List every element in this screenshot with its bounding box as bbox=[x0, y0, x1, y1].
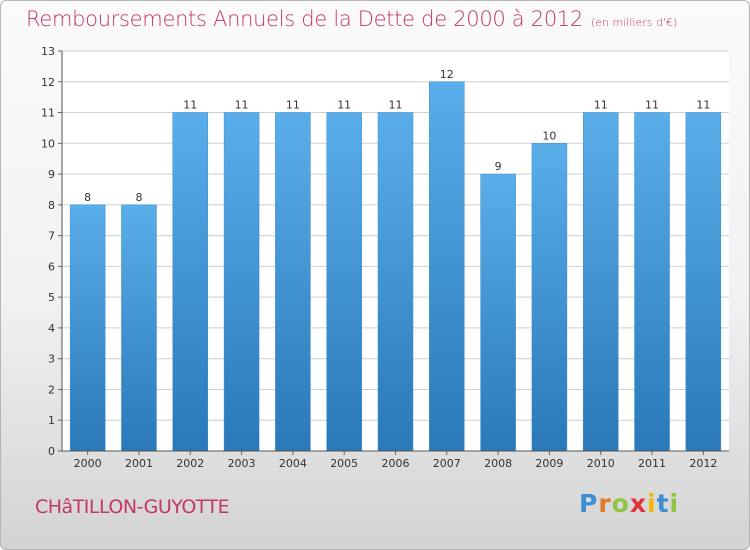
x-tick-label-2002: 2002 bbox=[176, 457, 204, 470]
y-tick-label: 6 bbox=[48, 260, 55, 273]
y-tick-label: 0 bbox=[48, 445, 55, 458]
chart-title-text: Remboursements Annuels de la Dette de 20… bbox=[26, 7, 583, 31]
bar-2000 bbox=[69, 204, 106, 452]
value-labels: 8 8 11 11 11 11 11 12 9 10 11 11 11 bbox=[84, 68, 710, 204]
bar-2011 bbox=[634, 112, 670, 452]
logo-letter: t bbox=[656, 489, 670, 518]
value-label-2010: 11 bbox=[594, 99, 608, 112]
value-label-2005: 11 bbox=[337, 99, 351, 112]
x-tick-label-2011: 2011 bbox=[638, 457, 666, 470]
y-tick-label: 12 bbox=[41, 76, 55, 89]
bar-2001 bbox=[121, 204, 157, 452]
y-tick-label: 3 bbox=[48, 353, 55, 366]
axes bbox=[58, 50, 729, 455]
bar-2005 bbox=[326, 112, 362, 452]
value-label-2008: 9 bbox=[495, 160, 502, 173]
bar-2003 bbox=[223, 112, 260, 452]
bar-2009 bbox=[531, 143, 568, 452]
bar-2008 bbox=[480, 173, 516, 452]
x-tick-labels: 2000 2001 2002 2003 2004 2005 2006 2007 2008 2009… bbox=[74, 457, 718, 470]
value-label-2001: 8 bbox=[135, 191, 142, 204]
bar-2012 bbox=[685, 112, 722, 452]
value-label-2006: 11 bbox=[389, 99, 403, 112]
bar-2002 bbox=[172, 112, 209, 452]
x-tick-label-2000: 2000 bbox=[74, 457, 102, 470]
x-tick-label-2001: 2001 bbox=[125, 457, 153, 470]
y-tick-label: 8 bbox=[48, 199, 55, 212]
y-tick-label: 1 bbox=[48, 414, 55, 427]
x-tick-label-2009: 2009 bbox=[535, 457, 563, 470]
x-tick-label-2004: 2004 bbox=[279, 457, 307, 470]
value-label-2000: 8 bbox=[84, 191, 91, 204]
y-tick-label: 2 bbox=[48, 383, 55, 396]
value-label-2003: 11 bbox=[235, 99, 249, 112]
value-label-2004: 11 bbox=[286, 99, 300, 112]
y-tick-label: 10 bbox=[41, 137, 55, 150]
value-label-2009: 10 bbox=[542, 129, 556, 142]
y-tick-label: 7 bbox=[48, 230, 55, 243]
bar-2010 bbox=[582, 112, 619, 452]
bars bbox=[69, 81, 722, 452]
x-tick-label-2005: 2005 bbox=[330, 457, 358, 470]
y-tick-label: 5 bbox=[48, 291, 55, 304]
x-tick-label-2008: 2008 bbox=[484, 457, 512, 470]
y-tick-label: 11 bbox=[41, 107, 55, 120]
logo-letter: r bbox=[598, 489, 612, 518]
x-tick-label-2003: 2003 bbox=[228, 457, 256, 470]
value-label-2012: 11 bbox=[696, 99, 710, 112]
chart-title: Remboursements Annuels de la Dette de 20… bbox=[26, 7, 677, 31]
commune-name: CHâTILLON-GUYOTTE bbox=[35, 496, 230, 518]
value-label-2011: 11 bbox=[645, 99, 659, 112]
x-tick-label-2010: 2010 bbox=[587, 457, 615, 470]
bar-2007 bbox=[429, 81, 465, 452]
logo-letter: P bbox=[579, 489, 599, 518]
logo-letter: x bbox=[629, 489, 647, 518]
bar-2004 bbox=[275, 112, 311, 452]
chart-subtitle: (en milliers d'€) bbox=[591, 16, 678, 29]
logo-letter: i bbox=[669, 489, 680, 518]
logo-letter: o bbox=[611, 489, 630, 518]
x-tick-label-2006: 2006 bbox=[382, 457, 410, 470]
y-tick-label: 4 bbox=[48, 322, 55, 335]
x-tick-label-2012: 2012 bbox=[689, 457, 717, 470]
bar-2006 bbox=[377, 112, 414, 452]
proxiti-logo: Proxiti bbox=[579, 489, 679, 518]
y-tick-label: 9 bbox=[48, 168, 55, 181]
value-label-2007: 12 bbox=[440, 68, 454, 81]
logo-letter: i bbox=[647, 489, 657, 518]
y-tick-label: 13 bbox=[41, 45, 55, 58]
x-tick-label-2007: 2007 bbox=[433, 457, 461, 470]
value-label-2002: 11 bbox=[183, 99, 197, 112]
